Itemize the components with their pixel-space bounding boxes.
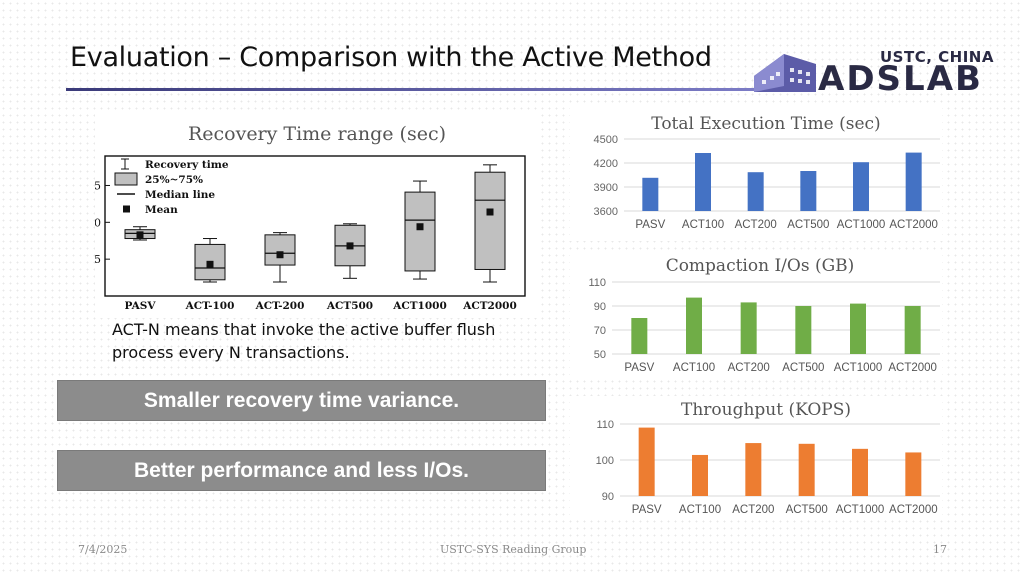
y-tick-label: 50 [594, 349, 606, 361]
x-tick-label: ACT-200 [255, 300, 305, 312]
x-tick-label: ACT500 [786, 504, 828, 516]
y-tick-label: 3600 [594, 206, 618, 218]
x-tick-label: PASV [632, 504, 662, 516]
footer-center: USTC-SYS Reading Group [440, 543, 587, 556]
execution-time-bar-chart: Total Execution Time (sec) 3600 3900 4200 45… [594, 114, 940, 231]
bar [798, 443, 815, 496]
x-tick-label: PASV [624, 362, 654, 374]
page-number: 17 [933, 543, 947, 556]
y-tick-label: 10 [95, 216, 101, 229]
banner-recovery-variance: Smaller recovery time variance. [57, 380, 546, 421]
x-tick-label: ACT1000 [836, 504, 885, 516]
chart-title: Total Execution Time (sec) [651, 114, 880, 134]
y-tick-label: 4500 [594, 134, 618, 146]
legend-label: Recovery time [145, 159, 229, 171]
x-tick-label: ACT1000 [392, 300, 447, 312]
x-tick-label: ACT1000 [837, 219, 886, 231]
iqr-box [404, 191, 436, 272]
lab-logo-icon [754, 54, 816, 92]
bar [740, 302, 757, 354]
x-tick-label: ACT100 [673, 362, 715, 374]
chart-title: Throughput (KOPS) [681, 400, 851, 420]
banner-performance: Better performance and less I/Os. [57, 450, 546, 491]
bar [850, 303, 866, 354]
x-tick-label: ACT200 [732, 504, 774, 516]
compaction-io-bar-chart: Compaction I/Os (GB) 50 70 90 110 PASV ACT100 A… [588, 256, 940, 374]
x-tick-label: ACT500 [782, 362, 824, 374]
exec-chart-panel: Total Execution Time (sec) 3600 3900 4200 45… [570, 107, 942, 241]
x-tick-label: ACT1000 [834, 362, 883, 374]
x-tick-label: PASV [635, 219, 665, 231]
bar [638, 427, 655, 496]
bar [642, 177, 659, 211]
y-tick-label: 4200 [594, 158, 618, 170]
recovery-chart-panel: Recovery Time range (sec) 5 10 15 PASV ACT-10… [95, 114, 537, 318]
y-tick-label: 90 [594, 301, 606, 313]
x-tick-label: ACT500 [326, 300, 373, 312]
bar [745, 443, 762, 496]
compaction-chart-panel: Compaction I/Os (GB) 50 70 90 110 PASV ACT100 A… [570, 251, 942, 379]
x-tick-label: ACT2000 [888, 362, 937, 374]
x-tick-label: ACT2000 [889, 219, 938, 231]
mean-marker [486, 208, 494, 216]
x-tick-label: ACT2000 [462, 300, 517, 312]
bar [695, 153, 711, 211]
bar [853, 162, 869, 211]
mean-marker [206, 260, 214, 268]
act-n-note: ACT-N means that invoke the active buffe… [112, 320, 496, 362]
y-tick-label: 5 [95, 253, 101, 266]
y-tick-label: 3900 [594, 182, 618, 194]
chart-title: Compaction I/Os (GB) [666, 256, 855, 276]
legend-label: Median line [145, 189, 215, 201]
bar [686, 297, 702, 354]
legend-label: 25%~75% [145, 174, 203, 186]
iqr-box [474, 171, 506, 270]
bar [692, 454, 708, 496]
x-tick-label: ACT-100 [185, 300, 235, 312]
bar [795, 306, 812, 354]
legend-box [114, 172, 138, 186]
y-tick-label: 110 [588, 277, 606, 289]
y-tick-label: 70 [594, 325, 606, 337]
iqr-box [264, 234, 296, 266]
y-tick-label: 110 [596, 419, 614, 431]
bar [852, 448, 868, 496]
logo-title: ADSLAB [818, 59, 983, 99]
x-tick-label: PASV [124, 300, 156, 312]
logo-subtitle: USTC, CHINA [880, 48, 994, 66]
x-tick-label: ACT200 [735, 219, 777, 231]
x-tick-label: ACT100 [679, 504, 721, 516]
bar [904, 306, 921, 354]
recovery-time-box-chart: Recovery Time range (sec) 5 10 15 PASV ACT-10… [95, 123, 526, 312]
footer-date: 7/4/2025 [78, 543, 128, 556]
mean-marker [276, 251, 284, 259]
y-tick-label: 100 [596, 455, 614, 467]
legend-mean [123, 205, 130, 213]
y-tick-label: 90 [602, 491, 614, 503]
throughput-chart-panel: Throughput (KOPS) 90 100 110 PASV ACT100 ACT20… [570, 396, 942, 520]
x-tick-label: ACT200 [728, 362, 770, 374]
y-tick-label: 15 [95, 179, 101, 192]
bar [905, 152, 922, 211]
x-tick-label: ACT500 [787, 219, 829, 231]
slide-title: Evaluation – Comparison with the Active … [70, 42, 712, 73]
x-tick-label: ACT100 [682, 219, 724, 231]
mean-marker [416, 223, 424, 231]
throughput-bar-chart: Throughput (KOPS) 90 100 110 PASV ACT100 ACT20… [596, 400, 940, 516]
bar [631, 318, 648, 354]
plot-frame [104, 155, 526, 297]
bar [800, 171, 817, 211]
bar [747, 172, 764, 211]
legend-label: Mean [145, 204, 178, 216]
x-tick-label: ACT2000 [889, 504, 938, 516]
title-underline [66, 88, 756, 91]
chart-title: Recovery Time range (sec) [188, 123, 446, 145]
mean-marker [346, 242, 354, 250]
mean-marker [136, 231, 144, 239]
bar [905, 452, 922, 496]
